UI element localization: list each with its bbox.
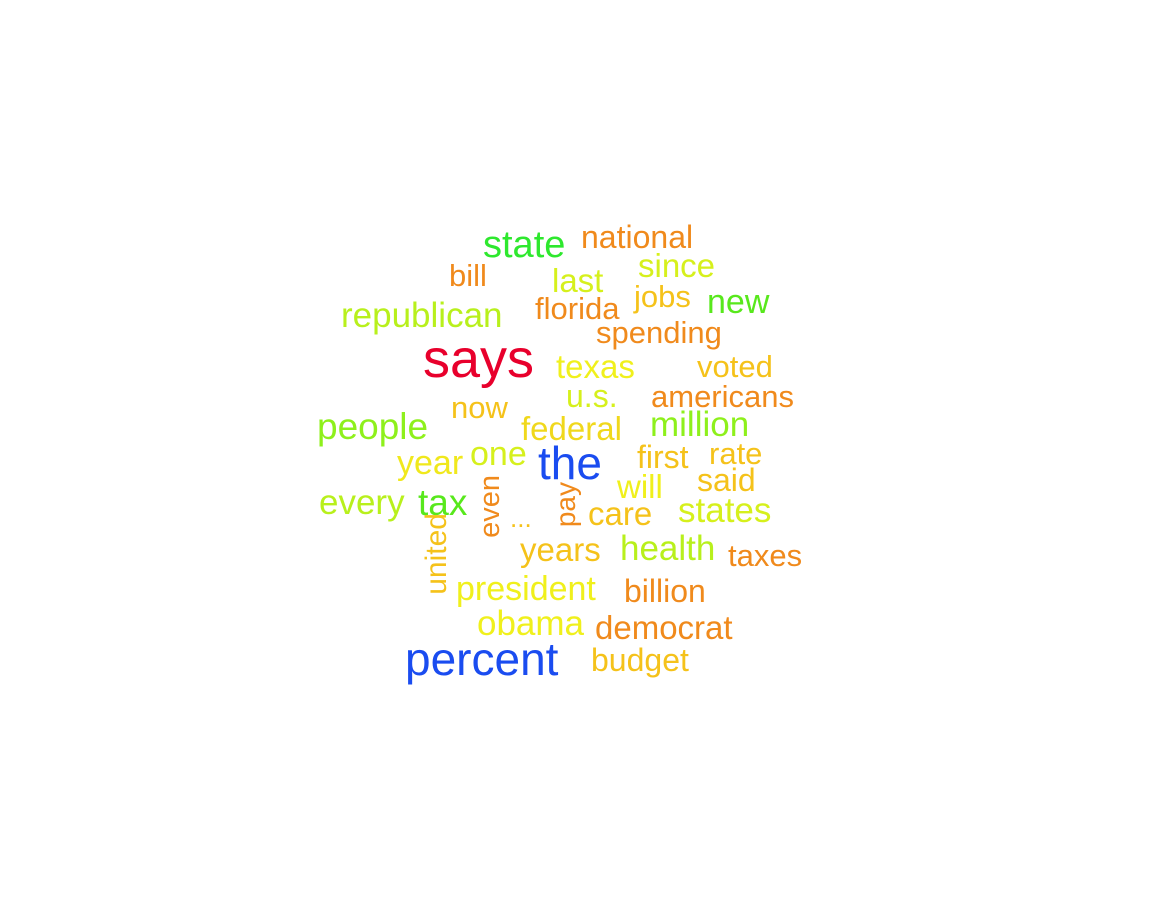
word-americans: americans [651,379,794,414]
word-billion: billion [624,573,706,609]
word-jobs: jobs [634,279,691,314]
word-care: care [588,495,653,532]
word-tax: tax [418,482,468,523]
word-even: even [474,475,506,538]
word-percent: percent [405,633,559,685]
word-year: year [397,444,464,482]
word-million: million [650,405,750,444]
word-taxes: taxes [728,538,803,573]
word-voted: voted [697,349,773,384]
word-last: last [552,262,604,299]
word-bill: bill [449,258,487,293]
word-obama: obama [477,604,585,643]
word-federal: federal [521,410,622,447]
word-since: since [638,247,716,284]
word-years: years [520,531,601,568]
word-will: will [617,468,663,505]
word-united: united [420,513,453,595]
word-state: state [483,224,566,266]
word-pay: pay [550,482,581,528]
word-the: the [538,437,602,489]
word-people: people [317,406,429,447]
word-texas: texas [556,348,635,385]
word-spending: spending [596,315,722,350]
word-president: president [456,570,596,608]
word-us: u.s. [566,378,618,414]
word-first: first [637,439,689,475]
word-health: health [620,529,716,568]
word-states: states [678,491,772,530]
word-every: every [319,483,405,522]
word-republican: republican [341,296,503,335]
word-one: one [470,435,527,473]
word-democrat: democrat [595,609,733,646]
word-florida: florida [535,291,620,326]
word-ellipsis: ... [510,503,532,533]
word-rate: rate [709,436,763,471]
word-new: new [707,283,770,321]
word-now: now [451,390,508,425]
word-budget: budget [591,642,689,678]
word-says: says [423,329,535,389]
word-said: said [697,462,756,498]
word-national: national [581,219,694,255]
